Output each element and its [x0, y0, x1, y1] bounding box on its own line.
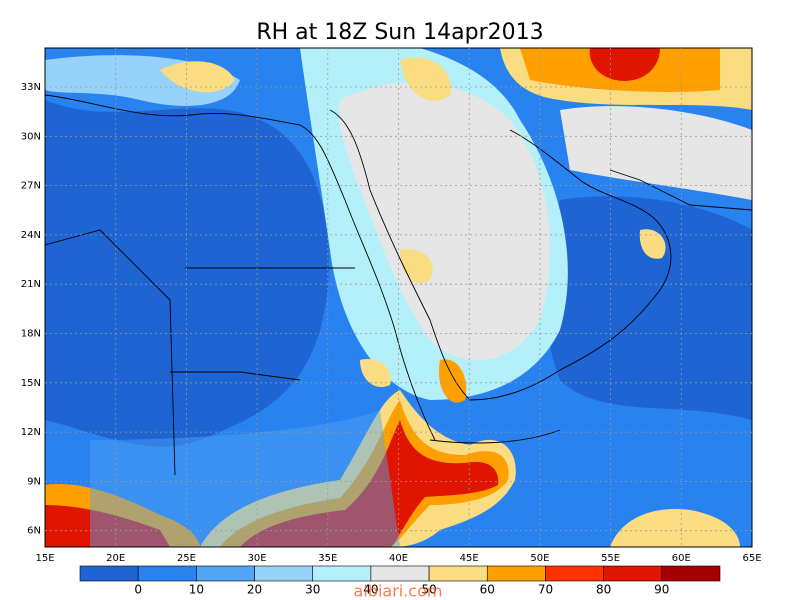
colorbar-label: 90: [654, 583, 669, 597]
colorbar-swatch: [254, 565, 314, 582]
lon-label: 55E: [601, 553, 620, 564]
colorbar-swatch: [312, 565, 372, 582]
lat-label: 9N: [27, 476, 41, 487]
colorbar-swatch: [79, 565, 139, 582]
lat-label: 24N: [21, 230, 41, 241]
lat-label: 12N: [21, 427, 41, 438]
colorbar-label: 30: [305, 583, 320, 597]
colorbar-swatch: [137, 565, 197, 582]
colorbar-label: 60: [480, 583, 495, 597]
colorbar-label: 80: [596, 583, 611, 597]
lon-label: 45E: [460, 553, 479, 564]
colorbar-swatch: [603, 565, 663, 582]
colorbar-swatch: [545, 565, 604, 582]
lon-label: 20E: [106, 553, 125, 564]
watermark: albiari.com: [354, 582, 443, 600]
colorbar-swatch: [486, 565, 546, 582]
lon-label: 65E: [742, 553, 761, 564]
map-title: RH at 18Z Sun 14apr2013: [256, 20, 543, 45]
lat-label: 27N: [21, 181, 41, 192]
colorbar-swatch: [428, 565, 488, 582]
lon-label: 30E: [248, 553, 267, 564]
colorbar-swatch: [196, 565, 255, 582]
colorbar-label: 0: [134, 583, 142, 597]
colorbar-label: 70: [538, 583, 553, 597]
colorbar-label: 50: [421, 583, 436, 597]
borders: [45, 94, 752, 476]
lat-label: 6N: [27, 526, 41, 537]
colorbar-swatch: [661, 565, 721, 582]
colorbar-swatch: [370, 565, 430, 582]
lat-label: 30N: [21, 131, 41, 142]
lon-label: 50E: [530, 553, 549, 564]
colorbar-label: 40: [363, 583, 378, 597]
colorbar-label: 10: [189, 583, 204, 597]
rh-field: [45, 48, 752, 547]
lon-label: 40E: [389, 553, 408, 564]
lat-label: 33N: [21, 82, 41, 93]
colorbar-label: 20: [247, 583, 262, 597]
lon-label: 60E: [672, 553, 691, 564]
lat-label: 15N: [21, 378, 41, 389]
lon-label: 25E: [177, 553, 196, 564]
lon-label: 15E: [35, 553, 54, 564]
lat-label: 21N: [21, 279, 41, 290]
lat-label: 18N: [21, 329, 41, 340]
lon-label: 35E: [318, 553, 337, 564]
